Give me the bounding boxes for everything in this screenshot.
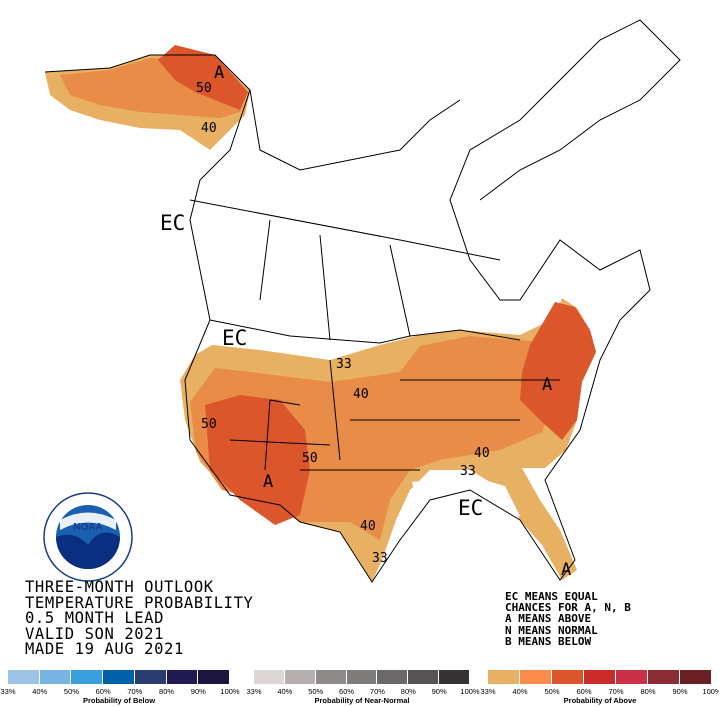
legend-swatch [552, 670, 584, 684]
legend-color-bar [8, 670, 231, 684]
legend-tick-label: 80% [640, 687, 656, 696]
northeast-above-50-region [520, 302, 596, 440]
legend-swatch [315, 670, 347, 684]
legend-swatch [166, 670, 199, 684]
title-line: 0.5 MONTH LEAD [25, 608, 165, 628]
legend-tick-label: 80% [400, 687, 416, 696]
legend-tick-label: 60% [576, 687, 592, 696]
legend-tick-label: 100% [220, 687, 240, 696]
legend-tick-label: 40% [512, 687, 528, 696]
legend-swatch [408, 670, 440, 684]
contour-50-west: 50 [201, 417, 217, 432]
legend-tick-label: 33% [0, 687, 16, 696]
legend-tick-label: 50% [63, 687, 79, 696]
alaska-above-label: A [214, 63, 224, 83]
alaska-above-50-region [158, 45, 248, 110]
boundaries [44, 19, 681, 583]
legend-swatch [284, 670, 316, 684]
legend-swatch [616, 670, 648, 684]
legend-swatch [346, 670, 378, 684]
legend-swatch [39, 670, 72, 684]
key-line: A MEANS ABOVE [505, 612, 592, 626]
contour-40-ohio: 40 [474, 446, 490, 461]
ec-canada-label: EC [160, 211, 185, 235]
legend-tick-label: 90% [431, 687, 447, 696]
legend-tick-label: 50% [308, 687, 324, 696]
legend-below: 33% 40% 50% 60% 70% 80% 90% 100% Probability of … [0, 670, 240, 707]
legend-near-normal: 33% 40% 50% 60% 70% 80% 90% 100% Probability of … [246, 670, 480, 707]
noaa-logo: NOAA [43, 492, 133, 582]
legend-tick-label: 33% [246, 687, 262, 696]
legend-swatch [439, 670, 471, 684]
key-line: B MEANS BELOW [505, 634, 592, 648]
contour-40-texas: 40 [360, 519, 376, 534]
legend-tick-label: 90% [190, 687, 206, 696]
legend-swatch [377, 670, 409, 684]
legend-tick-label: 70% [369, 687, 385, 696]
legend-swatch [520, 670, 552, 684]
title-line: MADE 19 AUG 2021 [25, 639, 184, 659]
legend-color-bar [488, 670, 712, 684]
legend-above: 33% 40% 50% 60% 70% 80% 90% 100% Probability of … [480, 670, 719, 707]
legend-color-bar [254, 670, 471, 684]
outlook-title: THREE-MONTH OUTLOOK TEMPERATURE PROBABIL… [25, 577, 254, 659]
legend-swatch [71, 670, 104, 684]
legend-tick-label: 40% [32, 687, 48, 696]
legend-tick-label: 33% [480, 687, 496, 696]
legend-swatch [103, 670, 135, 684]
key-line: CHANCES FOR A, N, B [505, 601, 631, 615]
legend-tick-label: 70% [127, 687, 143, 696]
contour-33-north: 33 [336, 357, 352, 372]
legend-tick-label: 80% [159, 687, 175, 696]
florida-above-label: A [561, 560, 571, 580]
contour-50-rockies: 50 [302, 451, 318, 466]
title-line: THREE-MONTH OUTLOOK [25, 577, 214, 597]
legend-swatch [8, 670, 40, 684]
legend-swatch [198, 670, 231, 684]
legend-tick-label: 60% [339, 687, 355, 696]
contour-40-plains: 40 [353, 387, 369, 402]
southeast-ec-region [412, 476, 520, 522]
southwest-above-50-region [205, 395, 310, 525]
legend-title: Probability of Below [82, 696, 156, 705]
noaa-logo-text: NOAA [73, 522, 102, 533]
legend-tick-label: 60% [95, 687, 111, 696]
map-key: EC MEANS EQUAL CHANCES FOR A, N, B A MEA… [505, 591, 631, 647]
legend-swatch [584, 670, 616, 684]
title-line: VALID SON 2021 [25, 624, 165, 643]
ec-southeast-label: EC [458, 496, 483, 520]
legend-swatch [648, 670, 680, 684]
legend-tick-label: 90% [672, 687, 688, 696]
legend-title: Probability of Near-Normal [314, 696, 410, 705]
southwest-above-label: A [263, 472, 273, 492]
ec-northwest-label: EC [222, 326, 247, 350]
legend-tick-label: 50% [544, 687, 560, 696]
legend-swatch [254, 670, 285, 684]
legend-tick-label: 100% [460, 687, 480, 696]
key-line: EC MEANS EQUAL [505, 590, 598, 603]
legend-tick-label: 100% [702, 687, 719, 696]
contour-33-south: 33 [460, 464, 476, 479]
legend-title: Probability of Above [563, 696, 637, 705]
legend-tick-label: 70% [608, 687, 624, 696]
legend-swatch [134, 670, 167, 684]
contour-33-gulf: 33 [372, 551, 388, 566]
contour-50-alaska: 50 [196, 81, 212, 96]
legend-tick-label: 40% [277, 687, 293, 696]
key-line: N MEANS NORMAL [505, 623, 598, 637]
legend-swatch [488, 670, 520, 684]
northeast-above-label: A [542, 375, 552, 395]
legend-swatch [680, 670, 712, 684]
contour-40-alaska: 40 [201, 121, 217, 136]
title-line: TEMPERATURE PROBABILITY [25, 593, 254, 612]
